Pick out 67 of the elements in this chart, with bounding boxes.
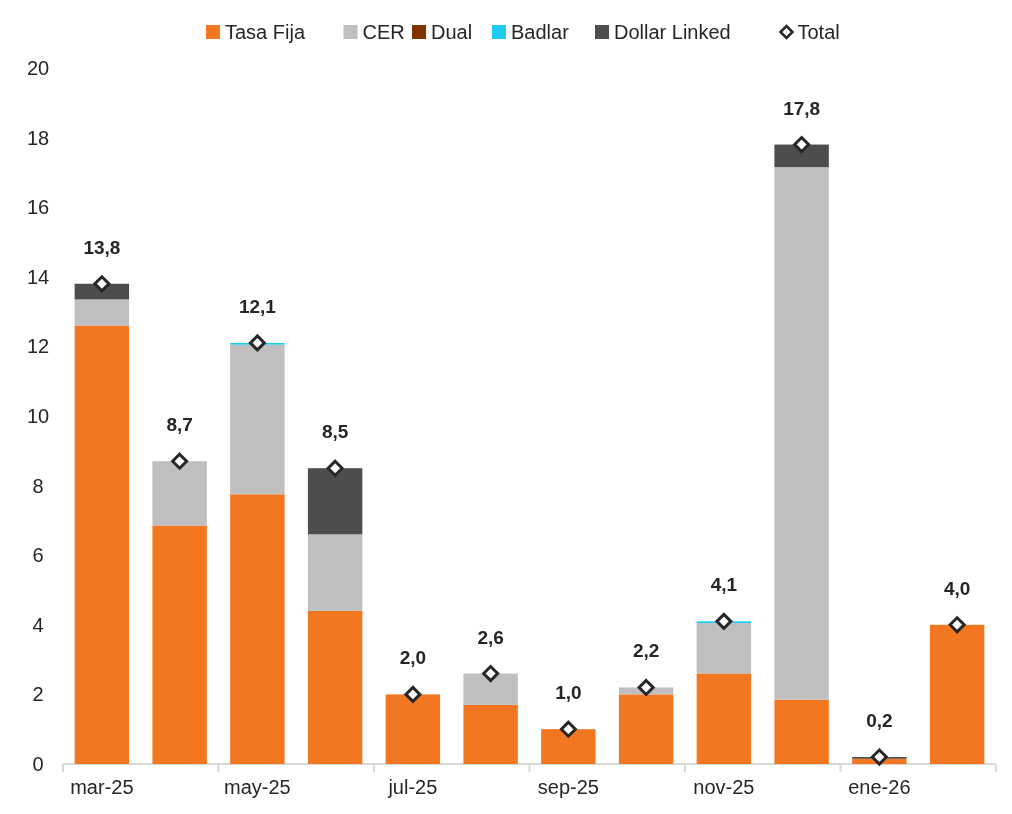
y-tick-label: 4 [32,613,44,636]
point [948,616,966,634]
x-tick-label: nov-25 [693,776,755,798]
bar [385,694,441,764]
x-tick-label: mar-25 [70,776,134,798]
y-tick-label: 14 [26,265,50,288]
bar [152,461,207,526]
legend-label: Badlar [511,21,570,43]
data-label: 4,0 [943,577,971,599]
legend-label: Tasa Fija [225,21,306,43]
bar [618,694,674,764]
bar [152,525,207,764]
data-label: 13,8 [83,236,121,258]
bar [774,144,829,168]
y-tick-label: 20 [26,57,50,79]
y-tick-label: 18 [26,126,50,149]
bar [541,729,596,764]
point [326,459,344,477]
bar [929,624,985,764]
y-tick-label: 8 [32,474,44,497]
legend-label: Dollar Linked [614,21,731,43]
bar [696,623,752,674]
data-label: 12,1 [238,295,277,317]
bar [774,167,829,700]
data-label: 2,6 [477,626,504,648]
point [248,334,266,352]
x-tick-label: sep-25 [537,776,599,798]
bar [696,673,752,764]
point [715,612,733,630]
data-label: 4,1 [710,574,738,596]
point [559,720,577,738]
data-label: 2,0 [399,647,427,669]
y-tick-label: 0 [32,753,44,775]
point [482,665,500,683]
x-tick-label: ene-26 [848,776,911,798]
y-tick-label: 2 [32,683,44,706]
bar [307,534,363,611]
legend-label: CER [362,21,405,43]
y-tick-label: 16 [26,196,50,219]
bar [230,494,285,764]
point [93,275,111,293]
point [637,678,655,696]
y-tick-label: 6 [32,544,44,567]
data-label: 17,8 [783,97,821,119]
point [171,452,189,470]
y-tick-label: 10 [26,405,50,427]
bar [463,704,518,764]
data-label: 8,5 [321,421,349,443]
bar [307,468,363,535]
point [793,136,811,154]
x-tick-label: may-25 [224,776,291,798]
bar [74,299,130,326]
x-tick-label: jul-25 [387,776,438,798]
data-label: 0,2 [866,710,893,732]
bar [74,325,130,764]
point [870,748,888,766]
bar [774,699,829,764]
point [404,685,422,703]
data-label: 1,0 [555,682,582,704]
data-label: 8,7 [166,414,193,436]
legend-label: Dual [431,21,473,43]
legend-label: Total [797,21,840,43]
y-tick-label: 12 [26,335,50,358]
bar [463,673,518,705]
data-label: 2,2 [632,640,660,662]
bar [230,344,285,495]
bar [307,610,363,764]
